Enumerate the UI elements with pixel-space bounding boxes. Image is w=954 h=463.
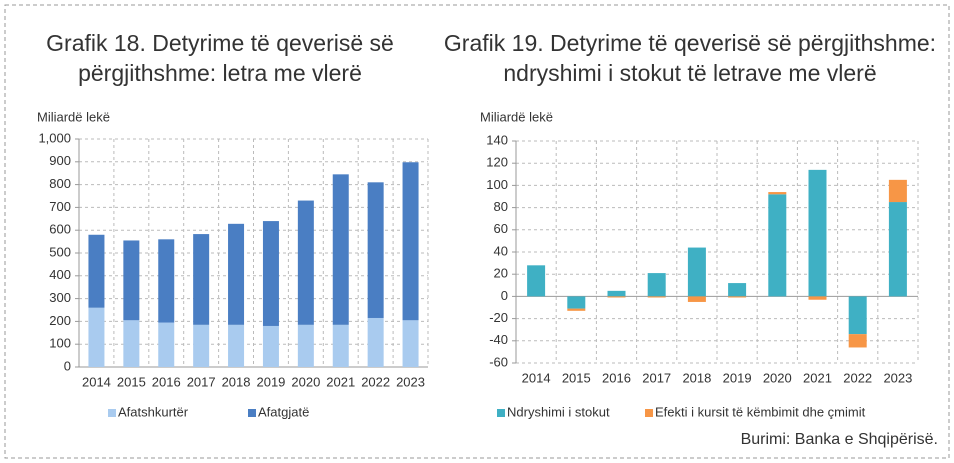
bar [332, 324, 349, 367]
bar [687, 247, 706, 297]
legend-label: Afatgjatë [258, 404, 309, 419]
bar [848, 296, 867, 335]
y-tick-label: 900 [49, 153, 71, 168]
y-tick-label: 1,000 [38, 130, 71, 145]
bar [647, 273, 666, 297]
x-tick-label: 2022 [361, 374, 390, 389]
bar [728, 296, 747, 298]
bar [402, 162, 419, 321]
legend-label: Efekti i kursit të këmbimit dhe çmimit [655, 404, 866, 419]
bar [193, 234, 210, 325]
x-tick-label: 2018 [222, 374, 251, 389]
chart-title: Grafik 19. Detyrime të qeverisë së përgj… [443, 30, 937, 86]
x-tick-label: 2021 [803, 370, 832, 385]
y-tick-label: 140 [486, 132, 508, 147]
legend-swatch [497, 409, 505, 417]
y-axis-label: Miliardë lekë [37, 109, 110, 124]
y-tick-label: 60 [494, 221, 508, 236]
y-tick-label: 120 [486, 155, 508, 170]
y-tick-label: 200 [49, 313, 71, 328]
x-tick-label: 2017 [187, 374, 216, 389]
bar [88, 234, 105, 308]
bar [808, 169, 827, 297]
x-tick-label: 2014 [522, 370, 551, 385]
bar [567, 296, 586, 309]
bar [768, 194, 787, 297]
y-tick-label: 600 [49, 222, 71, 237]
x-tick-label: 2022 [843, 370, 872, 385]
bar [848, 334, 867, 348]
y-tick-label: 0 [64, 358, 71, 373]
bar [123, 320, 140, 367]
bar [88, 307, 105, 367]
bar [607, 296, 626, 298]
x-tick-label: 2016 [152, 374, 181, 389]
x-tick-label: 2023 [396, 374, 425, 389]
bar [402, 320, 419, 367]
bar [158, 239, 175, 323]
x-tick-label: 2023 [883, 370, 912, 385]
x-tick-label: 2016 [602, 370, 631, 385]
source: Burimi: Banka e Shqipërisë. [740, 431, 938, 448]
x-tick-label: 2020 [763, 370, 792, 385]
bar [367, 317, 384, 367]
x-tick-label: 2014 [82, 374, 111, 389]
bar [262, 325, 279, 367]
bar [297, 324, 314, 367]
bar [808, 296, 827, 300]
legend-label: Afatshkurtër [118, 404, 189, 419]
bar [888, 179, 907, 203]
x-tick-label: 2019 [723, 370, 752, 385]
y-tick-label: 40 [494, 243, 508, 258]
y-tick-label: -40 [489, 332, 508, 347]
y-tick-label: 80 [494, 199, 508, 214]
x-tick-label: 2018 [682, 370, 711, 385]
bar [768, 192, 787, 195]
bar [262, 221, 279, 326]
y-tick-label: 400 [49, 267, 71, 282]
y-tick-label: 800 [49, 176, 71, 191]
y-tick-label: 0 [501, 288, 508, 303]
bar [647, 296, 666, 298]
y-tick-label: -60 [489, 354, 508, 369]
y-axis-label: Miliardë lekë [480, 109, 553, 124]
y-tick-label: 20 [494, 266, 508, 281]
y-tick-label: 100 [49, 336, 71, 351]
y-tick-label: 500 [49, 244, 71, 259]
x-tick-label: 2021 [326, 374, 355, 389]
legend-label: Ndryshimi i stokut [507, 404, 610, 419]
bar [228, 223, 245, 325]
bar [527, 265, 546, 297]
bar [367, 182, 384, 318]
bar [607, 290, 626, 297]
bar [728, 283, 747, 297]
legend-swatch [645, 409, 653, 417]
bar [567, 308, 586, 311]
y-tick-label: 700 [49, 199, 71, 214]
x-tick-label: 2017 [642, 370, 671, 385]
bar [297, 200, 314, 325]
bar [158, 322, 175, 367]
y-tick-label: 100 [486, 177, 508, 192]
legend-swatch [108, 409, 116, 417]
y-tick-label: 300 [49, 290, 71, 305]
legend-swatch [248, 409, 256, 417]
bar [123, 240, 140, 321]
bar [332, 174, 349, 325]
bar [228, 324, 245, 367]
bar [193, 324, 210, 367]
x-tick-label: 2015 [117, 374, 146, 389]
y-tick-label: -20 [489, 310, 508, 325]
bar [888, 202, 907, 297]
x-tick-label: 2020 [291, 374, 320, 389]
bar [687, 296, 706, 302]
x-tick-label: 2015 [562, 370, 591, 385]
chart-title: Grafik 18. Detyrime të qeverisë së përgj… [46, 30, 394, 86]
frame [4, 4, 950, 459]
x-tick-label: 2019 [256, 374, 285, 389]
